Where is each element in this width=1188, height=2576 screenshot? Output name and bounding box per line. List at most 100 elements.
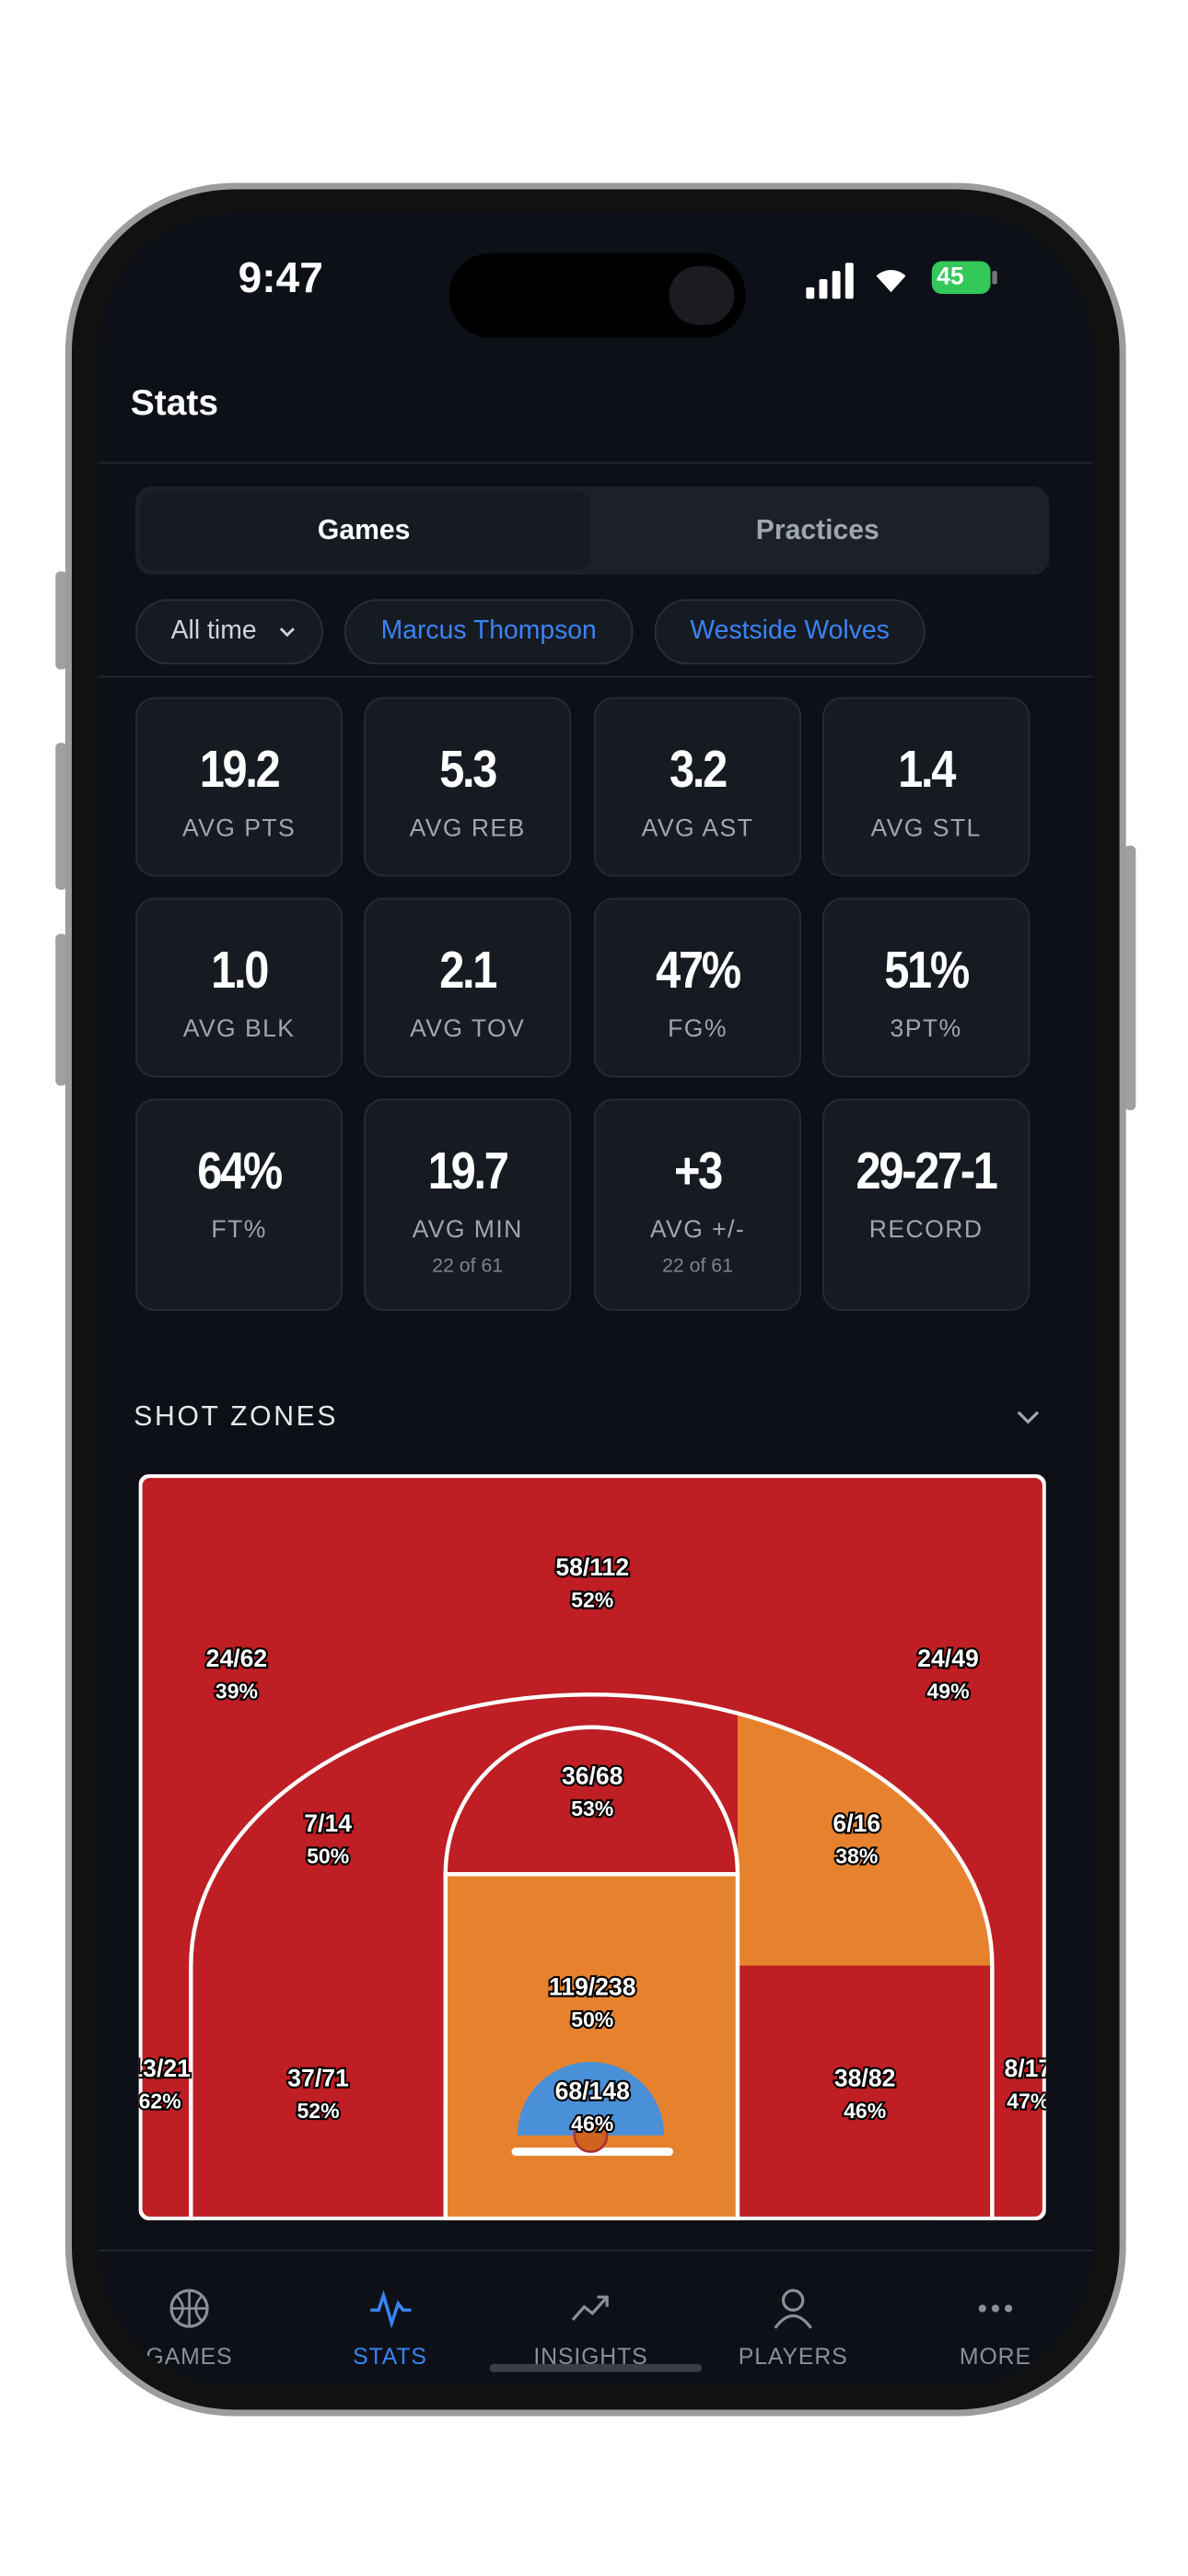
- court-border: [138, 1474, 1046, 2220]
- stat-card: [135, 1098, 344, 1311]
- zone-fraction: 8/17: [1004, 2055, 1045, 2082]
- chevron-glyph: [279, 627, 295, 638]
- stat-value: 19.2: [199, 738, 281, 798]
- stat-card: [364, 897, 572, 1078]
- wifi-icon: [869, 258, 912, 294]
- filter-chip[interactable]: [654, 599, 926, 665]
- paint-lines: [443, 1872, 740, 2220]
- zone-percent: 50%: [571, 2008, 613, 2032]
- tab: Practices: [755, 514, 879, 546]
- filter-label: Westside Wolves: [690, 616, 890, 645]
- stat-card: [822, 1098, 1031, 1311]
- stat-label: AVG TOV: [410, 1014, 526, 1043]
- zone-right-wing[interactable]: [737, 1712, 993, 1966]
- zone-percent: 50%: [307, 1844, 349, 1868]
- zone-fraction: 58/112: [555, 1553, 629, 1581]
- stat-value: 29-27-1: [856, 1140, 998, 1200]
- stat-label: 3PT%: [890, 1014, 962, 1043]
- page-title: Stats: [130, 381, 219, 423]
- zone-percent: 38%: [835, 1844, 878, 1868]
- court: 58/112 52% 24/62 39% 24/49 49% 36/68 53% 7/14 50%…: [138, 1474, 1046, 2220]
- stat-label: AVG STL: [870, 814, 982, 842]
- stat-note: 22 of 61: [662, 1253, 733, 1276]
- stat-label: AVG MIN: [412, 1215, 523, 1244]
- stat-label: AVG BLK: [182, 1014, 296, 1043]
- zone-fraction: 36/68: [562, 1762, 623, 1790]
- zone-paint[interactable]: [445, 1874, 738, 2220]
- side-button: [55, 571, 67, 670]
- stat-card: [135, 897, 344, 1078]
- stat-value: 47%: [656, 939, 741, 999]
- camera: [669, 265, 735, 325]
- zone-percent: 62%: [139, 2089, 181, 2113]
- tab-bar: GAMES STATS INSIGHTS PLAYERS MORE: [146, 2269, 1031, 2383]
- stat-label: AVG PTS: [181, 814, 297, 842]
- zone-fraction: 13/21: [139, 2055, 191, 2082]
- stat-label: FG%: [668, 1014, 728, 1043]
- nav-label[interactable]: MORE: [959, 2342, 1031, 2370]
- status-time: 9:47: [238, 252, 323, 302]
- zone-fraction: 68/148: [555, 2078, 630, 2105]
- side-button: [1124, 845, 1136, 1110]
- stat-card: [364, 1098, 572, 1311]
- stat-value: 3.2: [670, 738, 728, 798]
- nav-glyph: [370, 2289, 412, 2329]
- side-button: [55, 933, 67, 1086]
- nav-icon[interactable]: [569, 2288, 611, 2330]
- signal-bar: [844, 263, 854, 299]
- nav-label[interactable]: PLAYERS: [738, 2342, 848, 2370]
- divider: [98, 2249, 1094, 2252]
- stat-card: [594, 897, 802, 1078]
- zone-percent: 39%: [215, 1680, 258, 1704]
- zone-fraction: 119/238: [549, 1973, 636, 2000]
- zone-fraction: 24/62: [206, 1645, 267, 1672]
- stat-value: 64%: [197, 1140, 283, 1200]
- nav-icon[interactable]: [169, 2288, 211, 2330]
- restricted-area[interactable]: [517, 2062, 665, 2136]
- stat-value: 19.7: [427, 1140, 509, 1200]
- zone-percent: 49%: [926, 1680, 969, 1704]
- nav-icon[interactable]: [368, 2288, 412, 2330]
- wifi-glyph: [876, 270, 906, 293]
- stat-value: 51%: [884, 939, 970, 999]
- nav-glyph: [571, 2295, 609, 2322]
- battery: 45: [931, 261, 991, 294]
- nav-icon[interactable]: [772, 2288, 814, 2330]
- zone-percent: 53%: [571, 1797, 613, 1821]
- screen: 9:47 45 Stats Games Practices All time Marcus …: [98, 212, 1094, 2387]
- zone-percent: 46%: [844, 2099, 886, 2123]
- filter-chip[interactable]: [344, 599, 634, 665]
- zone-percent: 52%: [571, 1587, 613, 1611]
- stat-note: 22 of 61: [432, 1253, 504, 1276]
- home-indicator: [489, 2363, 702, 2372]
- stat-label: AVG REB: [409, 814, 526, 842]
- stat-value: 2.1: [439, 939, 497, 999]
- stat-value: 1.4: [898, 738, 956, 798]
- free-throw-arc: [443, 1725, 740, 1875]
- section-title: SHOT ZONES: [134, 1400, 339, 1433]
- zone-fraction: 7/14: [304, 1809, 352, 1837]
- tab: Games: [317, 514, 411, 546]
- zone-percent: 47%: [1007, 2089, 1046, 2113]
- side-button: [55, 743, 67, 890]
- nav-label[interactable]: STATS: [353, 2342, 427, 2370]
- filter-label: All time: [170, 616, 257, 645]
- collapse-chevron[interactable]: [1013, 1404, 1042, 1430]
- stat-value: 1.0: [211, 939, 269, 999]
- filter-label: Marcus Thompson: [380, 616, 597, 645]
- stat-card: [594, 1098, 802, 1311]
- shot-chart: 58/112 52% 24/62 39% 24/49 49% 36/68 53% 7/14 50%…: [138, 1474, 1046, 2220]
- nav-label[interactable]: GAMES: [146, 2342, 233, 2370]
- three-point-line: [189, 1692, 995, 2220]
- divider: [98, 462, 1094, 464]
- stat-card: [822, 897, 1031, 1078]
- zone-fraction: 37/71: [287, 2065, 349, 2092]
- rim: [573, 2117, 609, 2153]
- signal-bar: [819, 279, 828, 299]
- nav-icon[interactable]: [974, 2288, 1017, 2330]
- divider: [98, 675, 1094, 678]
- signal-bar: [806, 287, 815, 299]
- zone-percent: 46%: [571, 2112, 613, 2136]
- chevron: [275, 620, 298, 643]
